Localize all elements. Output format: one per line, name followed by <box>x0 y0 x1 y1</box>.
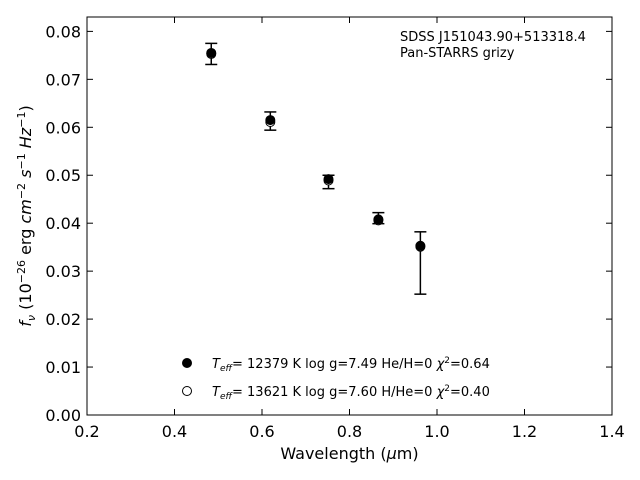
x-tick-label: 0.6 <box>249 422 274 441</box>
x-tick-label: 0.2 <box>74 422 99 441</box>
annotation-subtitle: Pan-STARRS grizy <box>400 46 515 61</box>
y-tick-label: 0.02 <box>45 310 81 329</box>
legend-marker-filled <box>182 358 192 368</box>
filled-model-point <box>373 214 384 225</box>
y-tick-label: 0.04 <box>45 214 81 233</box>
x-tick-label: 0.4 <box>162 422 187 441</box>
filled-model-point <box>415 240 426 251</box>
plot-content <box>205 42 427 295</box>
y-tick-label: 0.07 <box>45 70 81 89</box>
tick-labels: 0.2 0.4 0.6 0.8 1.0 1.2 1.4 0.00 0.01 0.02 0.03 0.0… <box>45 22 624 441</box>
filled-model-point <box>206 47 217 58</box>
filled-model-point <box>323 174 334 185</box>
x-tick-label: 1.4 <box>599 422 624 441</box>
legend-marker-open <box>182 386 192 396</box>
y-tick-label: 0.06 <box>45 118 81 137</box>
y-tick-label: 0.08 <box>45 22 81 41</box>
legend-label-2: Teff= 13621 K log g=7.60 H/He=0 χ2=0.40 <box>212 384 490 402</box>
y-tick-label: 0.03 <box>45 262 81 281</box>
legend: Teff= 12379 K log g=7.49 He/H=0 χ2=0.64 … <box>182 356 490 402</box>
y-tick-label: 0.01 <box>45 358 81 377</box>
y-tick-label: 0.00 <box>45 406 81 425</box>
y-tick-label: 0.05 <box>45 166 81 185</box>
annotation-title: SDSS J151043.90+513318.4 <box>400 30 586 45</box>
x-tick-label: 1.2 <box>512 422 537 441</box>
y-axis-label: fν (10−26 erg cm−2 s−1 Hz−1) <box>15 105 38 326</box>
legend-label-1: Teff= 12379 K log g=7.49 He/H=0 χ2=0.64 <box>212 356 490 374</box>
x-tick-label: 1.0 <box>424 422 449 441</box>
x-axis-label: Wavelength (μm) <box>280 444 418 463</box>
x-tick-label: 0.8 <box>337 422 362 441</box>
filled-model-point <box>265 115 276 126</box>
ticks <box>86 17 613 416</box>
